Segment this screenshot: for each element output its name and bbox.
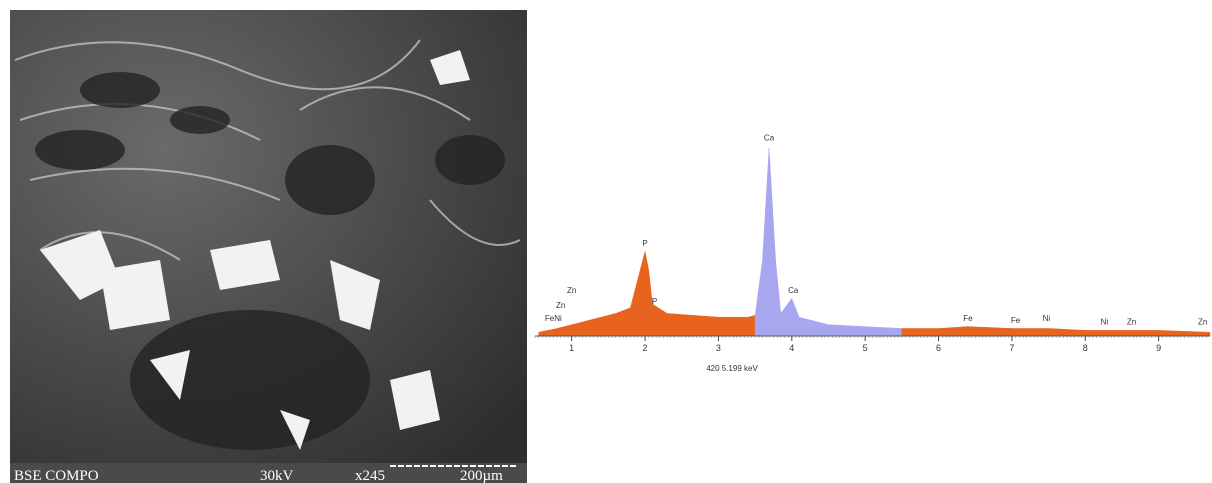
peak-label: Fe <box>963 314 973 323</box>
x-tick-label: 1 <box>569 343 574 353</box>
peak-label: Ni <box>1101 318 1109 327</box>
x-tick-label: 4 <box>789 343 794 353</box>
cursor-label: 420 5.199 keV <box>706 364 758 373</box>
x-tick-label: 8 <box>1083 343 1088 353</box>
peak-label: Ni <box>1043 314 1051 323</box>
spectrum-area <box>755 148 902 336</box>
peak-label: Zn <box>556 301 565 310</box>
caption-scale: 200µm <box>460 468 503 483</box>
peak-label: Ca <box>764 133 775 142</box>
caption-magnification: x245 <box>355 468 385 483</box>
x-tick-label: 5 <box>863 343 868 353</box>
figure: BSE COMPO 30kV x245 200µm 420 5.199 keV … <box>0 0 1212 483</box>
x-tick-label: 3 <box>716 343 721 353</box>
spectrum-area <box>902 327 1210 336</box>
peak-label: P <box>642 239 647 248</box>
peak-label: Zn <box>567 286 576 295</box>
peak-label: P <box>652 297 657 306</box>
x-tick-label: 2 <box>643 343 648 353</box>
peak-label: Zn <box>1198 318 1207 327</box>
peak-label: Zn <box>1127 318 1136 327</box>
x-tick-label: 9 <box>1156 343 1161 353</box>
peak-label: FeNi <box>545 314 562 323</box>
caption-mode: BSE COMPO <box>14 468 99 483</box>
caption-voltage: 30kV <box>260 468 294 483</box>
x-tick-label: 6 <box>936 343 941 353</box>
x-tick-label: 7 <box>1009 343 1014 353</box>
peak-label: Ca <box>788 286 799 295</box>
sem-image: BSE COMPO 30kV x245 200µm <box>0 0 527 483</box>
peak-label: Fe <box>1011 316 1021 325</box>
